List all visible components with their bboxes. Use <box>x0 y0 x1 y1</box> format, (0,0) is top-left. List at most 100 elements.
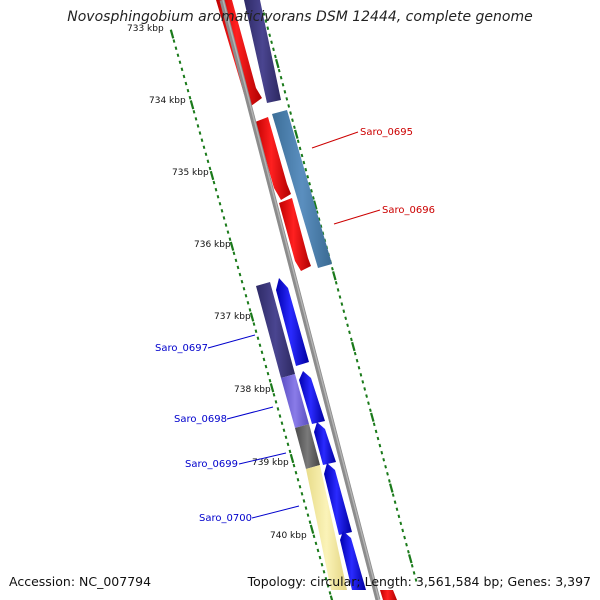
minor-tick <box>252 322 256 326</box>
minor-tick <box>308 520 312 524</box>
minor-tick <box>386 472 389 476</box>
minor-tick <box>242 286 246 291</box>
leader-line <box>333 209 381 225</box>
minor-tick <box>376 436 380 441</box>
minor-tick <box>372 422 376 427</box>
minor-tick <box>272 47 275 52</box>
minor-tick <box>262 357 266 362</box>
minor-tick <box>194 117 198 121</box>
minor-tick <box>302 499 306 503</box>
major-tick <box>389 483 394 493</box>
minor-tick <box>262 12 266 16</box>
major-tick <box>309 524 315 534</box>
minor-tick <box>326 584 330 588</box>
minor-tick <box>214 187 218 192</box>
minor-tick <box>328 591 332 595</box>
minor-tick <box>188 95 192 100</box>
major-tick <box>275 58 280 69</box>
tick-label: 734 kbp <box>149 96 186 106</box>
minor-tick <box>403 535 406 540</box>
minor-tick <box>308 182 311 186</box>
leader-line <box>207 334 256 349</box>
minor-tick <box>266 26 270 30</box>
minor-tick <box>365 394 368 398</box>
minor-tick <box>312 196 315 200</box>
minor-tick <box>316 548 320 553</box>
minor-tick <box>395 507 399 512</box>
minor-tick <box>281 82 285 87</box>
gene-label-saro-0696[interactable]: Saro_0696 <box>382 205 435 216</box>
gene-label-saro-0699[interactable]: Saro_0699 <box>185 459 238 470</box>
cds-reverse-arrow <box>324 463 352 535</box>
minor-tick <box>178 60 182 65</box>
minor-tick <box>334 281 338 285</box>
minor-tick <box>350 337 353 342</box>
minor-tick <box>258 343 262 348</box>
leader-line <box>251 505 300 519</box>
cds-reverse-arrow <box>314 422 336 465</box>
minor-tick <box>196 124 200 128</box>
minor-tick <box>234 258 238 263</box>
minor-tick <box>256 336 260 341</box>
major-tick <box>189 100 195 110</box>
major-tick <box>229 241 235 251</box>
leader-line <box>238 452 287 465</box>
minor-tick <box>180 67 184 72</box>
minor-tick <box>285 97 289 101</box>
minor-tick <box>317 217 321 221</box>
minor-tick <box>218 202 222 206</box>
minor-tick <box>264 364 268 369</box>
tick-label: 739 kbp <box>252 458 289 468</box>
minor-tick <box>224 223 228 227</box>
minor-tick <box>405 542 408 547</box>
major-tick <box>289 453 295 464</box>
major-tick <box>332 271 337 281</box>
feature-bar-steel <box>272 110 332 268</box>
minor-tick <box>291 118 294 122</box>
minor-tick <box>382 457 386 462</box>
minor-tick <box>212 180 216 185</box>
minor-tick <box>232 251 236 256</box>
minor-tick <box>294 470 298 475</box>
feature-bar-navy-top <box>244 0 281 103</box>
minor-tick <box>414 578 418 582</box>
minor-tick <box>320 562 324 567</box>
minor-tick <box>204 152 208 157</box>
minor-tick <box>280 421 284 425</box>
minor-tick <box>174 46 178 50</box>
minor-tick <box>236 265 240 270</box>
minor-tick <box>380 450 384 455</box>
minor-tick <box>348 330 351 335</box>
minor-tick <box>391 493 395 497</box>
minor-tick <box>393 500 397 504</box>
minor-tick <box>353 351 357 356</box>
minor-tick <box>266 371 270 376</box>
minor-tick <box>208 166 212 171</box>
major-tick <box>329 595 334 600</box>
minor-tick <box>304 167 308 172</box>
minor-tick <box>378 443 382 448</box>
minor-tick <box>318 555 322 560</box>
minor-tick <box>344 316 348 321</box>
minor-tick <box>388 479 391 483</box>
minor-tick <box>284 435 288 440</box>
genome-summary-text: Topology: circular; Length: 3,561,584 bp… <box>247 574 591 589</box>
gene-label-saro-0700[interactable]: Saro_0700 <box>199 513 252 524</box>
gene-label-saro-0697[interactable]: Saro_0697 <box>155 343 208 354</box>
minor-tick <box>289 111 292 115</box>
minor-tick <box>192 110 196 114</box>
feature-lane-inner <box>244 0 347 590</box>
minor-tick <box>306 513 310 517</box>
minor-tick <box>292 463 296 468</box>
minor-tick <box>198 131 202 135</box>
tick-label: 733 kbp <box>127 24 164 34</box>
minor-tick <box>355 358 359 363</box>
gene-label-saro-0698[interactable]: Saro_0698 <box>174 414 227 425</box>
tick-label: 740 kbp <box>270 531 307 541</box>
outer-tick-ruler <box>262 12 418 582</box>
minor-tick <box>298 485 302 489</box>
gene-label-saro-0695[interactable]: Saro_0695 <box>360 127 413 138</box>
cds-forward-arrow <box>279 198 311 271</box>
minor-tick <box>412 571 416 575</box>
minor-tick <box>277 68 281 73</box>
